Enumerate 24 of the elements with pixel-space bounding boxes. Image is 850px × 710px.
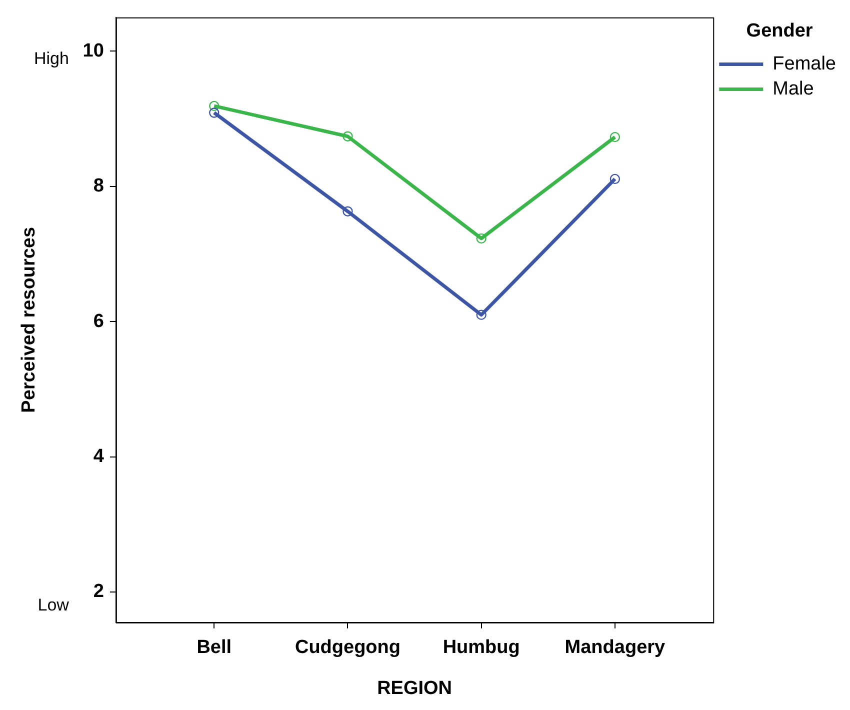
point <box>476 233 486 244</box>
x-tick-label: Cudgegong <box>294 637 401 658</box>
y-tick-label: 4 <box>93 446 104 468</box>
text: Low <box>38 596 70 615</box>
y-axis-title: Perceived resources <box>18 226 40 413</box>
x-tick-label: Mandagery <box>564 637 666 658</box>
x-axis-title: REGION <box>377 678 452 699</box>
point <box>476 310 486 320</box>
point <box>610 174 620 184</box>
legend-label: Male <box>772 78 814 100</box>
x-tick-label: Bell <box>196 637 232 658</box>
y-tick-label: 6 <box>93 310 104 332</box>
point <box>610 132 620 142</box>
y-tick-label: 2 <box>93 581 104 602</box>
y-tick-label: 10 <box>82 40 104 62</box>
legend-title: Gender <box>746 20 814 42</box>
point <box>209 108 220 118</box>
point <box>342 131 353 142</box>
legend-label: Female <box>772 54 836 75</box>
x-tick-label: Humbug <box>442 637 520 658</box>
text: High <box>34 48 69 68</box>
point <box>342 206 353 217</box>
y-tick-label: 8 <box>93 176 104 197</box>
point <box>209 100 220 112</box>
